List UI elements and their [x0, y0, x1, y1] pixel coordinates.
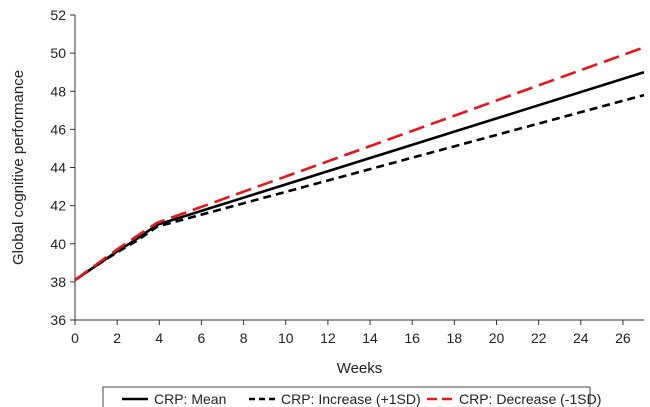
series-line-1: [74, 70, 645, 282]
series-line-3: [74, 46, 645, 282]
x-tick-label: 24: [573, 330, 589, 346]
x-tick-label: 4: [155, 330, 163, 346]
y-tick-label: 52: [50, 7, 66, 23]
x-tick-label: 18: [447, 330, 463, 346]
x-tick-label: 8: [240, 330, 248, 346]
legend-box: [102, 386, 591, 407]
legend-label: CRP: Mean: [154, 391, 226, 407]
y-tick-label: 36: [50, 312, 66, 328]
x-tick-label: 22: [531, 330, 547, 346]
y-tick-label: 48: [50, 83, 66, 99]
y-tick-label: 38: [50, 274, 66, 290]
legend-label: CRP: Decrease (-1SD): [459, 391, 601, 407]
x-tick-label: 6: [198, 330, 206, 346]
x-tick-label: 26: [615, 330, 631, 346]
x-tick-label: 14: [362, 330, 378, 346]
x-tick-label: 2: [113, 330, 121, 346]
y-tick-label: 42: [50, 198, 66, 214]
x-tick-label: 20: [489, 330, 505, 346]
x-tick-label: 12: [320, 330, 336, 346]
legend: CRP: Mean CRP: Increase (+1SD) CRP: Decrea…: [102, 386, 601, 407]
x-tick-label: 10: [278, 330, 294, 346]
legend-label: CRP: Increase (+1SD): [281, 391, 421, 407]
x-axis-title: Weeks: [337, 360, 383, 377]
series-lines: [74, 46, 645, 282]
series-line-2: [74, 93, 645, 282]
axes: [70, 14, 644, 325]
y-axis-title: Global cognitive performance: [10, 70, 27, 265]
y-tick-label: 46: [50, 121, 66, 137]
y-tick-label: 40: [50, 236, 66, 252]
x-tick-label: 16: [404, 330, 420, 346]
y-tick-label: 44: [50, 160, 66, 176]
y-tick-label: 50: [50, 45, 66, 61]
x-tick-label: 0: [71, 330, 79, 346]
